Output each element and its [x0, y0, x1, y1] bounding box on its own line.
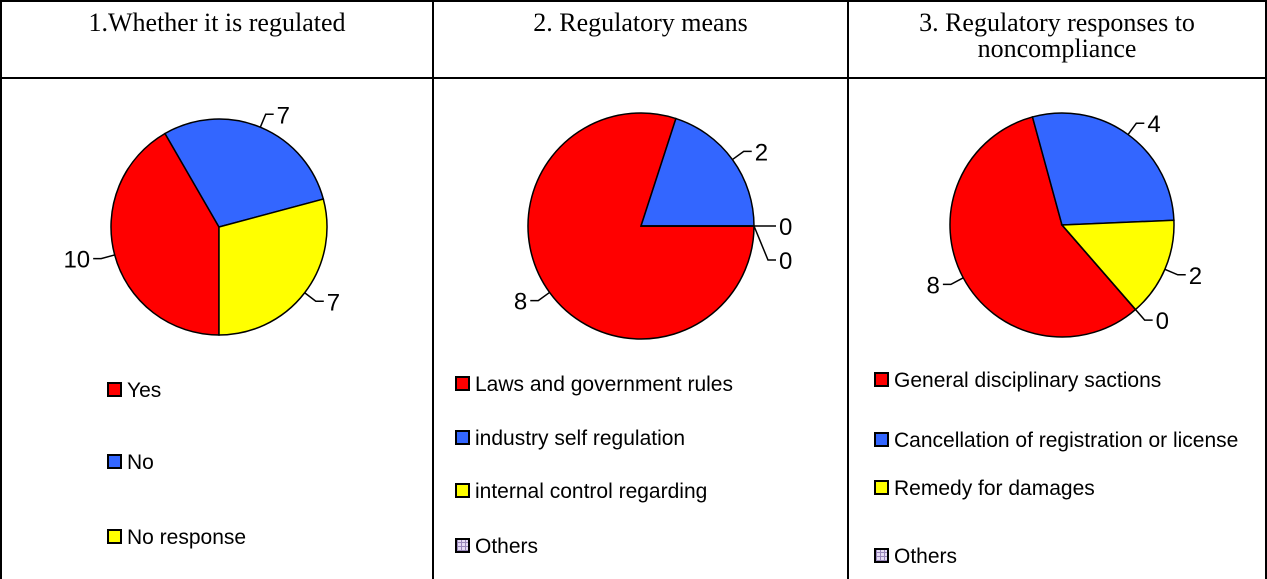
legend-item: industry self regulation	[455, 428, 842, 450]
legend-item: internal control regarding	[455, 481, 842, 503]
legend-label: internal control regarding	[475, 480, 708, 503]
data-label: 4	[1147, 111, 1160, 138]
column-header: 1.Whether it is regulated	[88, 8, 346, 37]
legend-label: Others	[894, 545, 958, 568]
legend-swatch	[107, 529, 122, 544]
legend-label: industry self regulation	[475, 427, 686, 450]
legend-swatch	[874, 480, 889, 495]
legend-label: No response	[127, 526, 247, 549]
legend-swatch	[874, 372, 889, 387]
legend-label: Laws and government rules	[475, 373, 733, 396]
legend-item: Cancellation of registration or license	[874, 430, 1260, 452]
pie-slice	[1031, 112, 1175, 226]
data-label: 0	[779, 248, 792, 275]
legend-item: General disciplinary sactions	[874, 370, 1260, 392]
data-label: 2	[755, 139, 768, 166]
leader-line	[304, 292, 324, 303]
data-label: 2	[1189, 263, 1202, 290]
pie-slice	[1061, 224, 1137, 311]
column-header: 2. Regulatory means	[533, 8, 748, 37]
pie-slice	[527, 112, 755, 340]
pie-slice	[949, 116, 1137, 338]
legend-swatch	[874, 548, 889, 563]
leader-line	[259, 113, 274, 128]
column-header: 3. Regulatory responses to noncompliance	[919, 8, 1195, 63]
legend-item: No response	[107, 527, 427, 549]
data-label: 8	[514, 289, 527, 316]
legend-swatch	[455, 376, 470, 391]
legend-swatch	[874, 432, 889, 447]
legend-label: Others	[475, 535, 539, 558]
leader-line	[530, 291, 551, 302]
leader-line	[1134, 309, 1153, 321]
legend-label: No	[127, 451, 154, 474]
data-label: 0	[779, 214, 792, 241]
pie-slice	[639, 117, 755, 227]
pie-slice	[163, 118, 325, 228]
data-label: 7	[327, 289, 340, 316]
leader-line	[1127, 122, 1145, 135]
leader-line	[753, 225, 776, 261]
leader-line	[1164, 268, 1186, 276]
data-label: 8	[927, 272, 940, 299]
legend-item: Laws and government rules	[455, 374, 842, 396]
legend-item: Others	[874, 546, 1260, 568]
legend-swatch	[107, 454, 122, 469]
legend-item: Yes	[107, 380, 427, 402]
legend-item: Others	[455, 536, 842, 558]
legend-swatch	[107, 382, 122, 397]
legend-label: General disciplinary sactions	[894, 369, 1162, 392]
legend-swatch	[455, 430, 470, 445]
legend-item: No	[107, 452, 427, 474]
legend-item: Remedy for damages	[874, 478, 1260, 500]
legend-swatch	[455, 483, 470, 498]
leader-line	[942, 277, 964, 286]
data-label: 10	[63, 247, 90, 274]
leader-line	[731, 150, 752, 161]
data-label: 7	[277, 102, 290, 129]
leader-line	[93, 254, 115, 260]
pie-slice	[218, 198, 328, 336]
data-label: 0	[1156, 308, 1169, 335]
legend-label: Yes	[127, 379, 162, 402]
legend-label: Cancellation of registration or license	[894, 429, 1239, 452]
pie-slice	[110, 132, 220, 336]
legend-swatch	[455, 538, 470, 553]
legend-label: Remedy for damages	[894, 477, 1095, 500]
